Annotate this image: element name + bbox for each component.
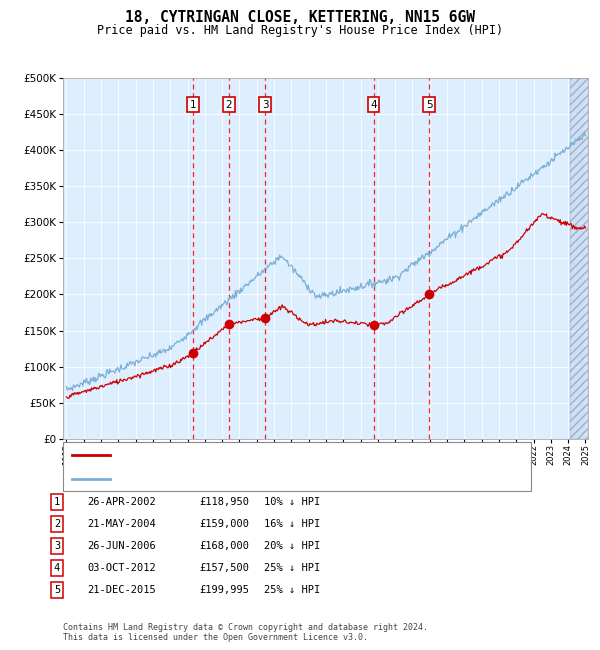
Text: 1: 1 — [54, 497, 60, 507]
Text: 21-MAY-2004: 21-MAY-2004 — [87, 519, 156, 529]
Text: 20% ↓ HPI: 20% ↓ HPI — [264, 541, 320, 551]
Text: Contains HM Land Registry data © Crown copyright and database right 2024.
This d: Contains HM Land Registry data © Crown c… — [63, 623, 428, 642]
Text: 25% ↓ HPI: 25% ↓ HPI — [264, 585, 320, 595]
Text: £199,995: £199,995 — [199, 585, 249, 595]
Text: 18, CYTRINGAN CLOSE, KETTERING, NN15 6GW (detached house): 18, CYTRINGAN CLOSE, KETTERING, NN15 6GW… — [119, 450, 454, 460]
Text: 26-JUN-2006: 26-JUN-2006 — [87, 541, 156, 551]
Text: 2: 2 — [226, 99, 232, 110]
Text: £168,000: £168,000 — [199, 541, 249, 551]
Text: 2: 2 — [54, 519, 60, 529]
Text: 3: 3 — [262, 99, 269, 110]
Text: 25% ↓ HPI: 25% ↓ HPI — [264, 563, 320, 573]
Text: 3: 3 — [54, 541, 60, 551]
Text: 1: 1 — [190, 99, 196, 110]
Text: 5: 5 — [54, 585, 60, 595]
Text: £157,500: £157,500 — [199, 563, 249, 573]
Text: £118,950: £118,950 — [199, 497, 249, 507]
FancyBboxPatch shape — [63, 442, 531, 491]
Text: Price paid vs. HM Land Registry's House Price Index (HPI): Price paid vs. HM Land Registry's House … — [97, 24, 503, 37]
Text: 10% ↓ HPI: 10% ↓ HPI — [264, 497, 320, 507]
Text: 03-OCT-2012: 03-OCT-2012 — [87, 563, 156, 573]
Text: HPI: Average price, detached house, North Northamptonshire: HPI: Average price, detached house, Nort… — [119, 474, 460, 484]
Text: 16% ↓ HPI: 16% ↓ HPI — [264, 519, 320, 529]
Text: 4: 4 — [370, 99, 377, 110]
Text: 18, CYTRINGAN CLOSE, KETTERING, NN15 6GW: 18, CYTRINGAN CLOSE, KETTERING, NN15 6GW — [125, 10, 475, 25]
Bar — [570, 78, 594, 439]
Text: 21-DEC-2015: 21-DEC-2015 — [87, 585, 156, 595]
Text: £159,000: £159,000 — [199, 519, 249, 529]
Bar — [570, 78, 594, 439]
Text: 26-APR-2002: 26-APR-2002 — [87, 497, 156, 507]
Text: 5: 5 — [426, 99, 433, 110]
Text: 4: 4 — [54, 563, 60, 573]
